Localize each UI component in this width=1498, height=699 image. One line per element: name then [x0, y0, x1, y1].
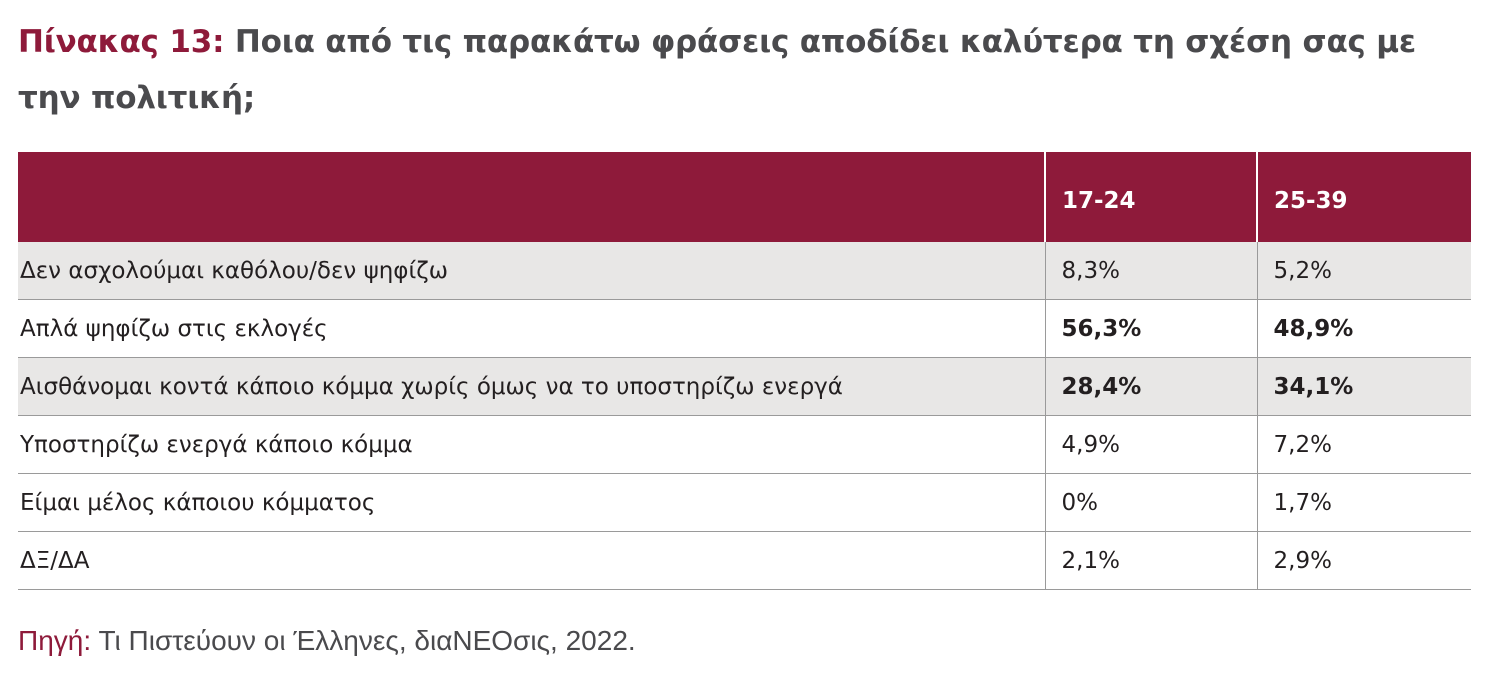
table-header-row: 17-24 25-39: [18, 152, 1471, 242]
source-text: Τι Πιστεύουν οι Έλληνες, διαΝΕΟσις, 2022…: [98, 625, 636, 656]
source-label: Πηγή:: [18, 625, 92, 656]
cell-17-24: 4,9%: [1044, 415, 1257, 474]
table-title-prefix: Πίνακας 13:: [18, 24, 225, 60]
row-label: Υποστηρίζω ενεργά κάποιο κόμμα: [18, 415, 1045, 474]
cell-25-39: 7,2%: [1256, 415, 1471, 474]
table-row: Απλά ψηφίζω στις εκλογές 56,3% 48,9%: [18, 299, 1471, 358]
cell-25-39: 34,1%: [1256, 357, 1471, 416]
row-label: Απλά ψηφίζω στις εκλογές: [18, 299, 1045, 358]
cell-25-39: 1,7%: [1256, 473, 1471, 532]
survey-table: 17-24 25-39 Δεν ασχολούμαι καθόλου/δεν ψ…: [18, 152, 1471, 590]
cell-17-24: 2,1%: [1044, 531, 1257, 590]
table-row: Αισθάνομαι κοντά κάποιο κόμμα χωρίς όμως…: [18, 357, 1471, 416]
cell-25-39: 48,9%: [1256, 299, 1471, 358]
header-blank: [18, 152, 1045, 242]
row-label: ΔΞ/ΔΑ: [18, 531, 1045, 590]
table-row: Υποστηρίζω ενεργά κάποιο κόμμα 4,9% 7,2%: [18, 415, 1471, 474]
cell-25-39: 2,9%: [1256, 531, 1471, 590]
cell-17-24: 8,3%: [1044, 242, 1257, 300]
table-title-text: Ποια από τις παρακάτω φράσεις αποδίδει κ…: [18, 24, 1416, 116]
table-row: Δεν ασχολούμαι καθόλου/δεν ψηφίζω 8,3% 5…: [18, 242, 1471, 300]
table-title: Πίνακας 13: Ποια από τις παρακάτω φράσει…: [18, 14, 1483, 126]
cell-25-39: 5,2%: [1256, 242, 1471, 300]
row-label: Δεν ασχολούμαι καθόλου/δεν ψηφίζω: [18, 242, 1045, 300]
row-label: Αισθάνομαι κοντά κάποιο κόμμα χωρίς όμως…: [18, 357, 1045, 416]
cell-17-24: 28,4%: [1044, 357, 1257, 416]
header-age-25-39: 25-39: [1256, 152, 1471, 242]
header-age-17-24: 17-24: [1044, 152, 1257, 242]
cell-17-24: 0%: [1044, 473, 1257, 532]
source-note: Πηγή: Τι Πιστεύουν οι Έλληνες, διαΝΕΟσις…: [18, 625, 636, 657]
row-label: Είμαι μέλος κάποιου κόμματος: [18, 473, 1045, 532]
table-row: Είμαι μέλος κάποιου κόμματος 0% 1,7%: [18, 473, 1471, 532]
cell-17-24: 56,3%: [1044, 299, 1257, 358]
table-row: ΔΞ/ΔΑ 2,1% 2,9%: [18, 531, 1471, 590]
